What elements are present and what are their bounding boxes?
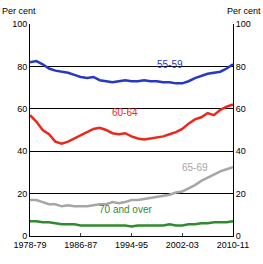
svg-text:65-69: 65-69 [182, 162, 208, 173]
svg-text:2010-11: 2010-11 [217, 240, 249, 250]
svg-text:40: 40 [17, 146, 27, 156]
svg-text:20: 20 [236, 189, 246, 199]
svg-text:60: 60 [17, 104, 27, 114]
svg-text:1994-95: 1994-95 [115, 240, 148, 250]
svg-text:20: 20 [17, 189, 27, 199]
svg-text:1978-79: 1978-79 [13, 240, 46, 250]
svg-text:100: 100 [12, 19, 27, 29]
svg-text:80: 80 [17, 62, 27, 72]
svg-text:0: 0 [22, 231, 27, 241]
svg-text:Per cent: Per cent [2, 6, 36, 16]
svg-text:40: 40 [236, 146, 246, 156]
svg-text:0: 0 [236, 231, 241, 241]
svg-text:1986-87: 1986-87 [64, 240, 97, 250]
svg-text:2002-03: 2002-03 [166, 240, 199, 250]
svg-text:60: 60 [236, 104, 246, 114]
svg-text:80: 80 [236, 62, 246, 72]
svg-text:70 and over: 70 and over [99, 204, 152, 215]
svg-text:Per cent: Per cent [227, 6, 261, 16]
svg-text:100: 100 [236, 19, 251, 29]
svg-text:60-64: 60-64 [112, 107, 138, 118]
svg-text:55-59: 55-59 [157, 59, 183, 70]
